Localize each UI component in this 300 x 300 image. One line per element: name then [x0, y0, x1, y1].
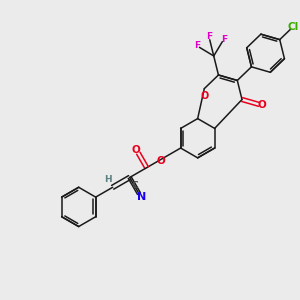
Text: H: H [104, 175, 112, 184]
Text: O: O [258, 100, 267, 110]
Text: F: F [221, 34, 227, 43]
Text: F: F [194, 41, 200, 50]
Text: N: N [136, 193, 146, 202]
Text: O: O [156, 156, 165, 166]
Text: F: F [206, 32, 212, 41]
Text: O: O [132, 145, 141, 155]
Text: O: O [200, 91, 208, 101]
Text: C: C [131, 181, 138, 190]
Text: Cl: Cl [287, 22, 299, 32]
